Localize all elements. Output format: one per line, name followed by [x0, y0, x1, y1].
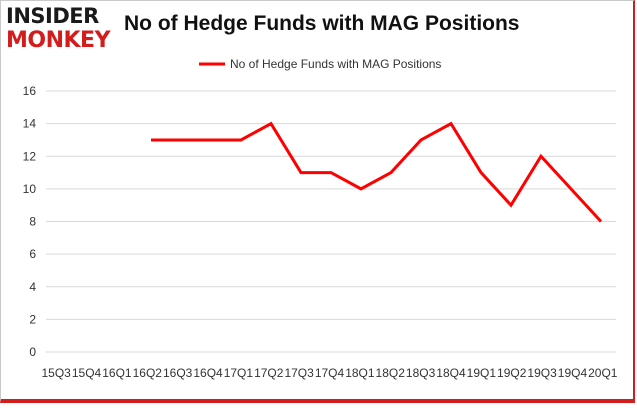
x-tick-label: 18Q3	[406, 366, 436, 380]
legend-label: No of Hedge Funds with MAG Positions	[230, 57, 441, 71]
x-tick-label: 17Q2	[254, 366, 284, 380]
x-tick-label: 18Q1	[345, 366, 375, 380]
x-tick-label: 19Q1	[467, 366, 497, 380]
x-tick-label: 18Q2	[376, 366, 406, 380]
x-tick-label: 17Q1	[224, 366, 254, 380]
x-tick-label: 16Q2	[133, 366, 163, 380]
y-axis-ticks: 0 2 4 6 8 10 12 14 16	[23, 84, 37, 359]
x-tick-label: 15Q4	[72, 366, 102, 380]
gridlines	[46, 90, 616, 353]
insider-monkey-logo: INSIDER MONKEY	[6, 4, 118, 54]
x-tick-label: 16Q4	[193, 366, 223, 380]
x-tick-label: 17Q4	[315, 366, 345, 380]
x-tick-label: 18Q4	[436, 366, 466, 380]
x-tick-label: 16Q1	[102, 366, 132, 380]
x-tick-label: 19Q3	[527, 366, 557, 380]
y-tick-label: 16	[23, 84, 37, 98]
x-tick-label: 16Q3	[163, 366, 193, 380]
legend: No of Hedge Funds with MAG Positions	[199, 57, 441, 71]
y-tick-label: 6	[29, 247, 36, 261]
y-tick-label: 10	[23, 182, 37, 196]
y-tick-label: 0	[29, 345, 36, 359]
y-tick-label: 8	[29, 215, 36, 229]
logo-line-1: INSIDER	[6, 4, 99, 28]
y-tick-label: 14	[23, 117, 37, 131]
y-tick-label: 12	[23, 149, 37, 163]
series-line	[151, 121, 603, 223]
x-axis-ticks: 15Q3 15Q4 16Q1 16Q2 16Q3 16Q4 17Q1 17Q2 17Q3 17Q4…	[42, 366, 618, 380]
series-layer	[151, 121, 603, 223]
x-tick-label: 19Q2	[497, 366, 527, 380]
x-tick-label: 15Q3	[42, 366, 72, 380]
x-tick-label: 20Q1	[588, 366, 618, 380]
chart-title: No of Hedge Funds with MAG Positions	[124, 12, 520, 35]
y-tick-label: 4	[29, 280, 36, 294]
logo-line-2: MONKEY	[6, 28, 111, 53]
x-tick-label: 19Q4	[558, 366, 588, 380]
x-tick-label: 17Q3	[284, 366, 314, 380]
y-tick-label: 2	[29, 312, 36, 326]
